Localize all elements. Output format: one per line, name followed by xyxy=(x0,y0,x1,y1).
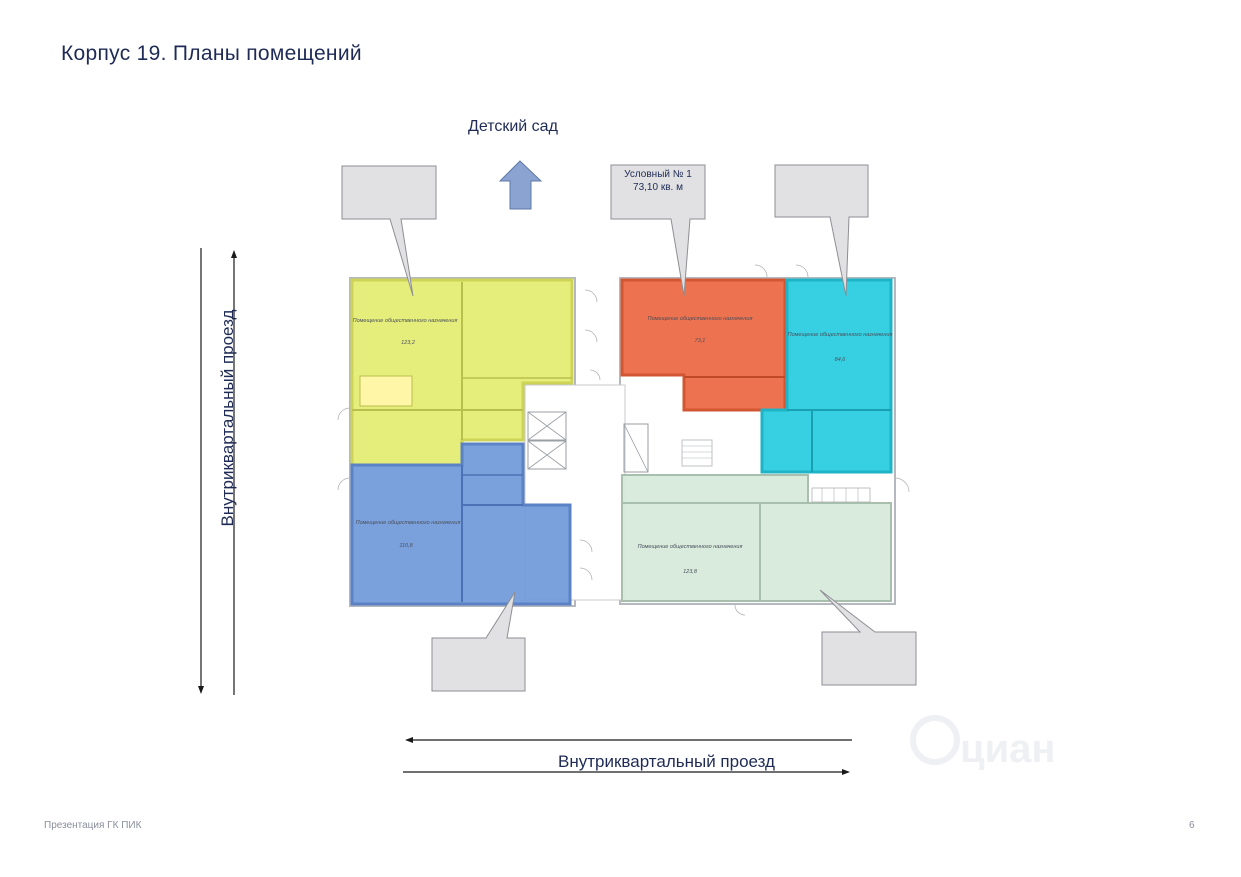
road-arrows-bottom xyxy=(403,737,852,775)
callout-orange[interactable]: Условный № 1 73,10 кв. м xyxy=(610,164,706,297)
watermark-text: циан xyxy=(960,727,1056,771)
footer-text: Презентация ГК ПИК xyxy=(44,820,142,831)
room-cyan[interactable]: Помещение общественного назначения 84,6 xyxy=(760,278,893,474)
callout-blue[interactable] xyxy=(431,591,526,692)
road-arrows-left xyxy=(198,248,237,695)
callout-orange-line2: 73,10 кв. м xyxy=(633,182,683,193)
callout-yellow[interactable] xyxy=(341,165,437,297)
room-cyan-area: 84,6 xyxy=(835,357,847,363)
room-blue-label: Помещение общественного назначения xyxy=(356,520,461,526)
room-blue-area: 110,8 xyxy=(399,543,413,549)
page-number: 6 xyxy=(1189,820,1195,831)
room-green[interactable]: Помещение общественного назначения 123,8 xyxy=(621,474,892,602)
road-bottom-label: Внутриквартальный проезд xyxy=(558,752,775,771)
road-left-label: Внутриквартальный проезд xyxy=(218,309,237,527)
room-green-area: 123,8 xyxy=(683,569,698,575)
callout-cyan[interactable] xyxy=(774,164,869,297)
room-orange-label: Помещение общественного назначения xyxy=(648,316,753,322)
room-orange-area: 73,1 xyxy=(695,338,706,344)
room-yellow[interactable]: Помещение общественного назначения 123,2 xyxy=(350,278,574,467)
north-arrow-icon xyxy=(498,160,543,210)
room-blue[interactable]: Помещение общественного назначения 110,8 xyxy=(350,442,572,606)
page-title: Корпус 19. Планы помещений xyxy=(61,42,362,65)
callout-green[interactable] xyxy=(819,589,917,686)
room-cyan-label: Помещение общественного назначения xyxy=(788,332,893,338)
room-yellow-label: Помещение общественного назначения xyxy=(353,318,458,324)
north-label: Детский сад xyxy=(468,118,558,135)
room-green-label: Помещение общественного назначения xyxy=(638,544,743,550)
callout-orange-line1: Условный № 1 xyxy=(624,169,692,180)
watermark: циан xyxy=(910,715,1056,771)
room-orange[interactable]: Помещение общественного назначения 73,1 xyxy=(620,278,787,412)
room-yellow-area: 123,2 xyxy=(401,340,415,346)
